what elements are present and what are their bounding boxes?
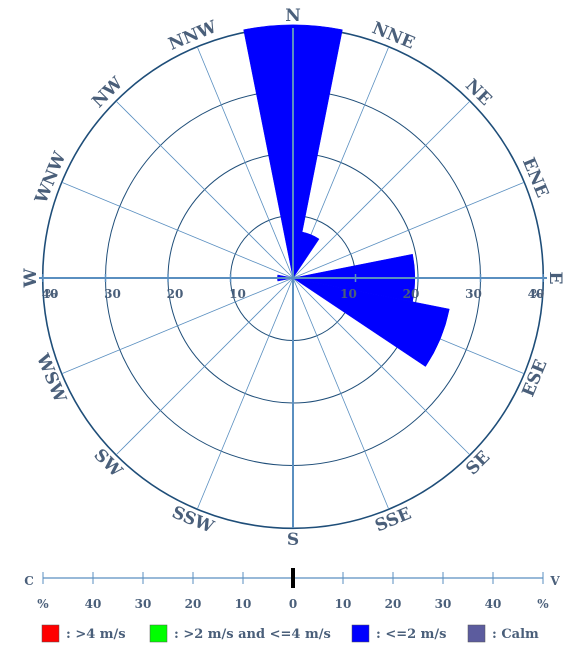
ring-label-30-west: 30 <box>104 287 121 301</box>
ring-label-30-east: 30 <box>465 287 482 301</box>
scale-tick-label-10: % <box>537 597 549 611</box>
legend-label-2to4: : >2 m/s and <=4 m/s <box>174 627 331 642</box>
direction-label-e: E <box>545 272 563 285</box>
spoke-ene <box>292 181 525 279</box>
scale-tick-label-8: 30 <box>435 597 452 611</box>
scale-left-end-label: C <box>24 574 34 588</box>
spoke-se <box>292 277 471 456</box>
spoke-wnw <box>61 181 294 279</box>
direction-label-nw: NW <box>88 73 127 112</box>
scale-tick-label-7: 20 <box>385 597 402 611</box>
wind-rose-axes <box>39 28 547 528</box>
legend: : >4 m/s : >2 m/s and <=4 m/s : <=2 m/s : C… <box>41 624 539 643</box>
ring-unit-west: % <box>45 287 57 301</box>
direction-label-ese: ESE <box>519 357 552 400</box>
scale-tick-label-6: 10 <box>335 597 352 611</box>
ring-label-40-west: 40 <box>42 287 59 301</box>
legend-swatch-calm <box>467 624 486 643</box>
ring-label-20-west: 20 <box>167 287 184 301</box>
scale-tick-label-5: 0 <box>289 597 297 611</box>
legend-label-gt4: : >4 m/s <box>66 627 126 642</box>
spoke-ssw <box>196 277 294 510</box>
scale-right-end-label: V <box>549 574 560 588</box>
legend-swatch-le2 <box>351 624 370 643</box>
spoke-nnw <box>196 46 294 279</box>
scale-tick-label-2: 30 <box>135 597 152 611</box>
spoke-wsw <box>61 277 294 375</box>
scale-tick-label-0: % <box>37 597 49 611</box>
direction-label-s: S <box>287 530 299 550</box>
scale-indicator <box>291 568 295 588</box>
direction-label-n: N <box>285 6 301 26</box>
direction-label-w: W <box>21 268 41 289</box>
direction-label-sse: SSE <box>372 504 414 537</box>
ring-label-20-east: 20 <box>403 287 420 301</box>
legend-label-le2: : <=2 m/s <box>376 627 447 642</box>
scale-bar: % 40 30 20 10 0 10 20 30 40 %C V <box>24 568 560 611</box>
direction-label-wnw: WNW <box>31 148 71 207</box>
direction-label-sw: SW <box>90 445 127 482</box>
petal-ese-le2 <box>292 277 450 367</box>
legend-swatch-gt4 <box>41 624 60 643</box>
ring-label-10-east: 10 <box>340 287 357 301</box>
spoke-nw <box>115 100 294 279</box>
wind-rose-petals <box>243 24 450 367</box>
scale-tick-label-3: 20 <box>185 597 202 611</box>
petal-nne-le2 <box>292 231 320 279</box>
spoke-ne <box>292 100 471 279</box>
scale-tick-label-9: 40 <box>485 597 502 611</box>
ring-label-10-west: 10 <box>229 287 246 301</box>
scale-tick-label-1: 40 <box>85 597 102 611</box>
ring-label-40-east: 40 <box>528 287 545 301</box>
scale-tick-label-4: 10 <box>235 597 252 611</box>
ring-unit-east: % <box>531 287 543 301</box>
legend-swatch-2to4 <box>149 624 168 643</box>
spoke-sw <box>115 277 294 456</box>
spoke-sse <box>292 277 390 510</box>
legend-label-calm: : Calm <box>492 627 539 642</box>
